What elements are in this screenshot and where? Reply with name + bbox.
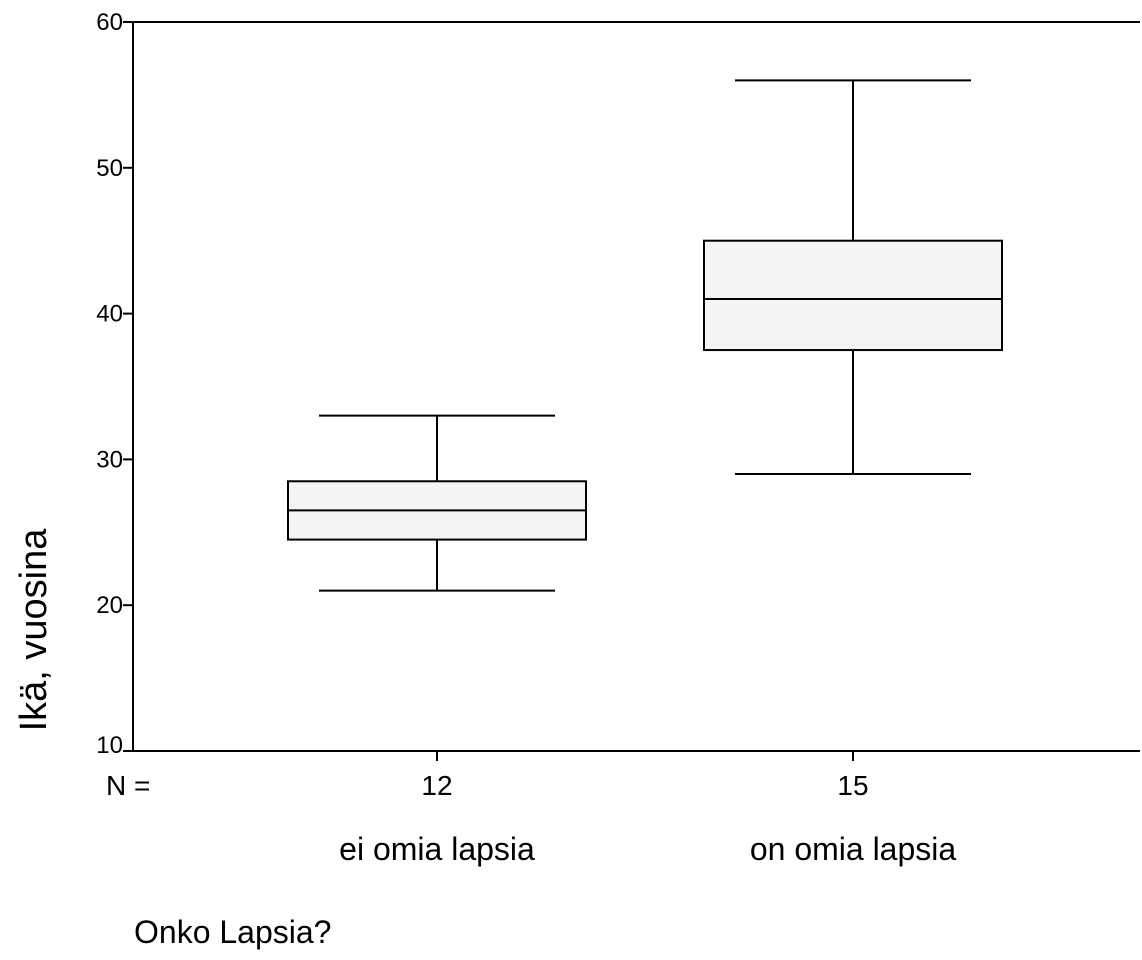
y-tick-label: 40	[96, 301, 123, 328]
n-prefix-label: N =	[106, 770, 150, 801]
n-value-label: 15	[837, 770, 868, 801]
category-labels: ei omia lapsia on omia lapsia	[339, 831, 956, 867]
y-tick-label: 20	[96, 592, 123, 619]
y-tick-label: 30	[96, 446, 123, 473]
boxes	[287, 79, 1003, 761]
box-group	[287, 414, 587, 761]
axes	[132, 21, 1140, 752]
y-axis-label: Ikä, vuosina	[13, 528, 55, 732]
category-label: on omia lapsia	[750, 831, 957, 867]
y-tick-label: 50	[96, 155, 123, 182]
y-axis-ticks: 10 20 30 40 50 60	[96, 9, 133, 759]
category-label: ei omia lapsia	[339, 831, 535, 867]
y-tick-label: 60	[96, 9, 123, 36]
n-labels: 12 15	[421, 770, 868, 801]
x-axis-label: Onko Lapsia?	[134, 914, 331, 950]
y-tick-label: 10	[96, 732, 123, 759]
box-iqr	[703, 239, 1003, 352]
n-value-label: 12	[421, 770, 452, 801]
box-group	[703, 79, 1003, 761]
